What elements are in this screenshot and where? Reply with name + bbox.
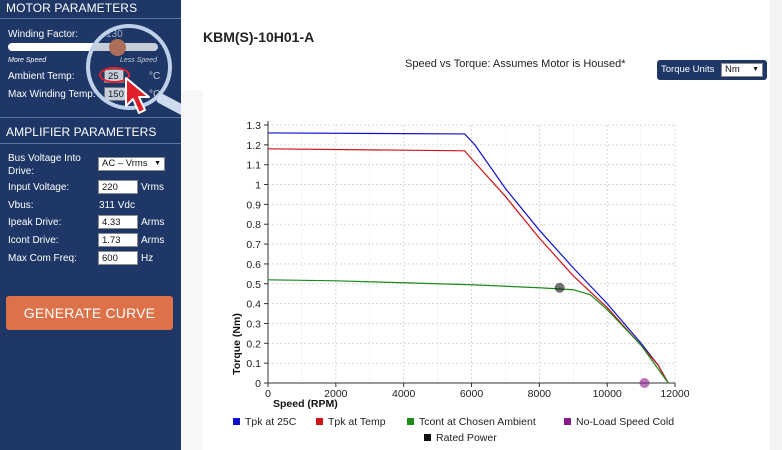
series-line — [267, 279, 669, 384]
max-com-freq-unit: Hz — [141, 253, 154, 264]
y-tick-label: 1.3 — [246, 120, 261, 132]
cursor-arrow-icon — [125, 77, 150, 114]
legend-marker — [564, 418, 571, 425]
legend-label: Rated Power — [436, 432, 497, 444]
x-tick-label: 2000 — [324, 388, 348, 400]
x-tick-label: 10000 — [593, 388, 622, 400]
input-voltage-unit: Vrms — [141, 182, 164, 193]
y-tick-label: 0.8 — [246, 219, 261, 231]
winding-factor-slider[interactable] — [8, 43, 158, 51]
torque-units-select-value: Nm — [725, 64, 740, 75]
motor-parameters-title: MOTOR PARAMETERS — [6, 1, 138, 15]
x-tick-label: 4000 — [392, 388, 416, 400]
y-axis-label: Torque (Nm) — [231, 313, 243, 375]
bus-voltage-label: Bus Voltage Into — [8, 153, 81, 164]
content-gutter — [181, 90, 203, 450]
legend-label: Tcont at Chosen Ambient — [419, 416, 536, 428]
legend-marker — [233, 418, 240, 425]
section-divider — [0, 117, 181, 118]
input-voltage-label: Input Voltage: — [8, 182, 70, 193]
icont-drive-input[interactable] — [98, 233, 138, 247]
legend-marker — [316, 418, 323, 425]
legend-label: No-Load Speed Cold — [576, 416, 674, 428]
icont-drive-label: Icont Drive: — [8, 235, 59, 246]
legend-label: Tpk at Temp — [328, 416, 386, 428]
section-divider — [0, 18, 181, 19]
y-tick-label: 0.9 — [246, 199, 261, 211]
vbus-value: 311 Vdc — [99, 200, 135, 211]
y-tick-label: 0.6 — [246, 259, 261, 271]
y-tick-label: 0.7 — [246, 239, 261, 251]
winding-factor-label: Winding Factor: — [8, 29, 79, 40]
ipeak-drive-unit: Arms — [141, 217, 165, 228]
speed-torque-chart: 0 0.1 0.2 0.3 0.4 0.5 0.6 0.7 0.8 0.9 1 1.1 1.2 1.3 0 2… — [203, 91, 729, 450]
y-tick-label: 0.5 — [246, 279, 261, 291]
y-tick-label: 0 — [255, 378, 261, 390]
data-point — [554, 282, 565, 293]
torque-units-label: Torque Units — [661, 64, 715, 75]
chart-title: Speed vs Torque: Assumes Motor is Housed… — [405, 58, 626, 70]
legend-label: Tpk at 25C — [245, 416, 297, 428]
max-com-freq-label: Max Com Freq: — [8, 253, 77, 264]
vbus-label: Vbus: — [8, 200, 34, 211]
y-tick-label: 0.3 — [246, 318, 261, 330]
generate-curve-button[interactable]: GENERATE CURVE — [6, 296, 173, 330]
series-line — [267, 148, 669, 384]
x-tick-label: 0 — [265, 388, 271, 400]
y-tick-label: 1 — [255, 180, 261, 192]
ambient-temp-label: Ambient Temp: — [8, 71, 75, 82]
y-tick-label: 1.1 — [246, 160, 261, 172]
ipeak-drive-input[interactable] — [98, 215, 138, 229]
x-tick-label: 8000 — [528, 388, 552, 400]
chart-svg: 0 0.1 0.2 0.3 0.4 0.5 0.6 0.7 0.8 0.9 1 1.1 1.2 1.3 0 2… — [231, 120, 690, 444]
input-voltage-input[interactable] — [98, 180, 138, 194]
y-tick-label: 0.1 — [246, 358, 261, 370]
torque-units-panel: Torque Units Nm ▼ — [657, 60, 767, 80]
more-speed-label: More Speed — [8, 57, 47, 64]
max-com-freq-input[interactable] — [98, 251, 138, 265]
scrollbar-track[interactable] — [770, 0, 782, 450]
page-title: KBM(S)-10H01-A — [203, 29, 315, 45]
section-divider — [0, 143, 181, 144]
max-winding-temp-label: Max Winding Temp: — [8, 89, 96, 100]
legend-marker — [424, 434, 431, 441]
x-tick-label: 6000 — [460, 388, 484, 400]
bus-voltage-select[interactable]: AC – Vrms ▼ — [98, 157, 165, 171]
data-point — [639, 378, 650, 388]
series-line — [267, 132, 669, 384]
x-axis-label: Speed (RPM) — [273, 398, 338, 410]
x-tick-label: 12000 — [660, 388, 689, 400]
ipeak-drive-label: Ipeak Drive: — [8, 217, 62, 228]
y-tick-label: 1.2 — [246, 140, 261, 152]
y-tick-label: 0.2 — [246, 338, 261, 350]
amplifier-parameters-title: AMPLIFIER PARAMETERS — [6, 125, 157, 139]
bus-voltage-label-line2: Drive: — [8, 166, 35, 177]
bus-voltage-select-value: AC – Vrms — [102, 158, 148, 169]
chevron-down-icon: ▼ — [752, 66, 759, 73]
torque-units-select[interactable]: Nm ▼ — [721, 63, 763, 77]
icont-drive-unit: Arms — [141, 235, 165, 246]
legend-marker — [407, 418, 414, 425]
y-tick-label: 0.4 — [246, 299, 261, 311]
chevron-down-icon: ▼ — [154, 160, 161, 167]
highlight-circle — [99, 67, 130, 83]
